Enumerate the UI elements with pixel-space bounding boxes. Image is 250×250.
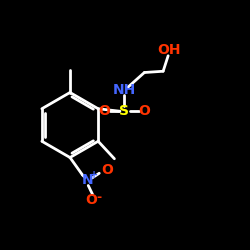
Text: OH: OH (158, 43, 181, 57)
Text: O: O (85, 193, 97, 207)
Text: S: S (120, 104, 130, 118)
Text: O: O (98, 104, 110, 118)
Text: O: O (101, 163, 113, 177)
Text: O: O (138, 104, 150, 118)
Text: -: - (96, 191, 101, 204)
Text: +: + (90, 170, 98, 180)
Text: N: N (82, 173, 93, 187)
Text: NH: NH (113, 83, 136, 97)
